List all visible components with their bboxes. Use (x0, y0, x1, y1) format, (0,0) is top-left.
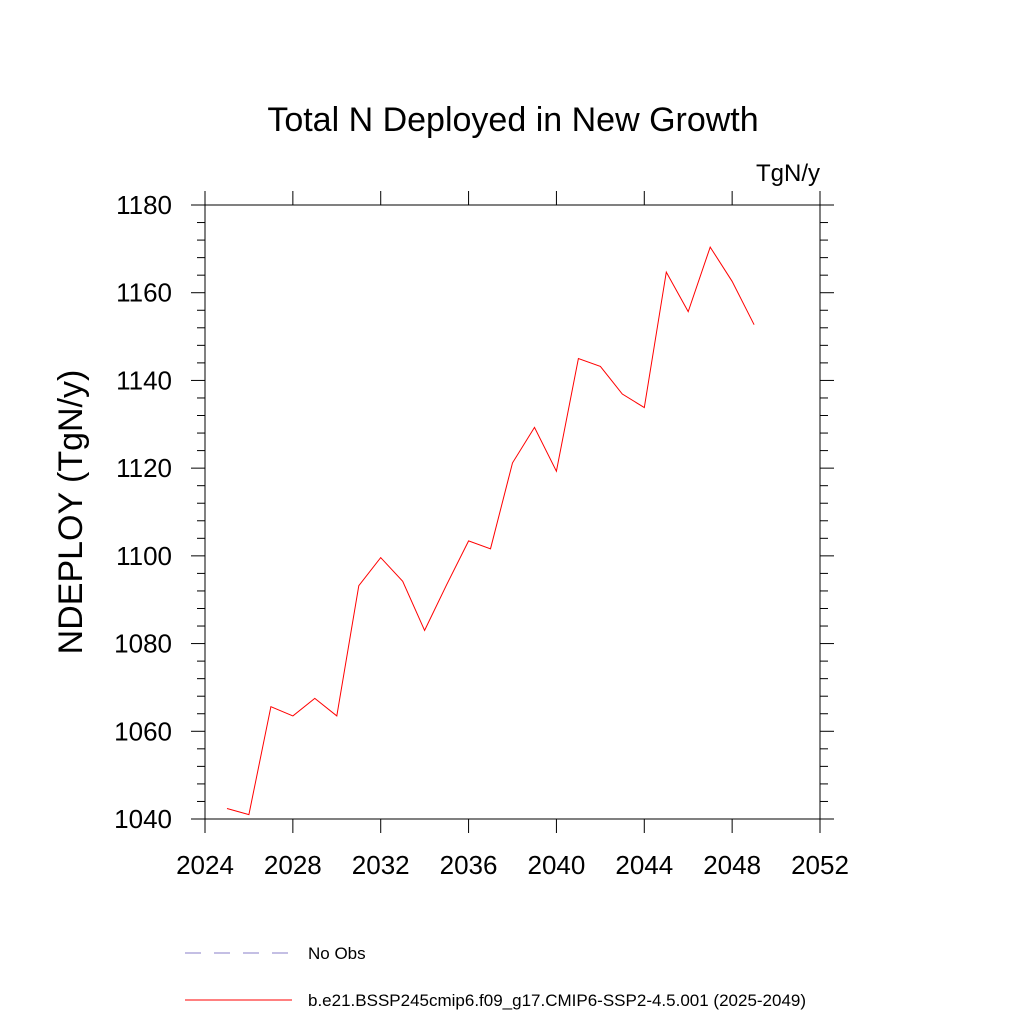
y-tick-label: 1080 (114, 629, 172, 659)
y-tick-label: 1160 (116, 278, 172, 308)
x-tick-label: 2048 (703, 850, 761, 880)
x-tick-label: 2052 (791, 850, 849, 880)
x-tick-label: 2044 (615, 850, 673, 880)
x-tick-label: 2028 (264, 850, 322, 880)
series-line (226, 245, 755, 816)
y-axis-label: NDEPLOY (TgN/y) (52, 370, 90, 655)
y-tick-label: 1040 (114, 804, 172, 834)
series-group (226, 245, 755, 816)
units-label: TgN/y (756, 160, 820, 187)
legend-label-no-obs: No Obs (308, 944, 366, 963)
x-tick-label: 2036 (440, 850, 498, 880)
y-axis: 1040 1060 1080 1100 1120 1140 1160 1180 (114, 190, 834, 834)
y-tick-label: 1100 (116, 541, 172, 571)
y-tick-label: 1180 (116, 190, 172, 220)
x-axis: 2024 2028 2032 2036 2040 2044 2048 2052 (176, 191, 849, 880)
plot-frame (204, 204, 821, 820)
y-tick-label: 1120 (116, 453, 172, 483)
chart-title: Total N Deployed in New Growth (267, 101, 758, 139)
x-tick-label: 2040 (528, 850, 586, 880)
legend: No Obs b.e21.BSSP245cmip6.f09_g17.CMIP6-… (185, 944, 806, 1010)
legend-label-model: b.e21.BSSP245cmip6.f09_g17.CMIP6-SSP2-4.… (308, 991, 806, 1010)
y-tick-label: 1140 (116, 365, 172, 395)
y-tick-label: 1060 (114, 716, 172, 746)
x-tick-label: 2032 (352, 850, 410, 880)
x-tick-label: 2024 (176, 850, 234, 880)
